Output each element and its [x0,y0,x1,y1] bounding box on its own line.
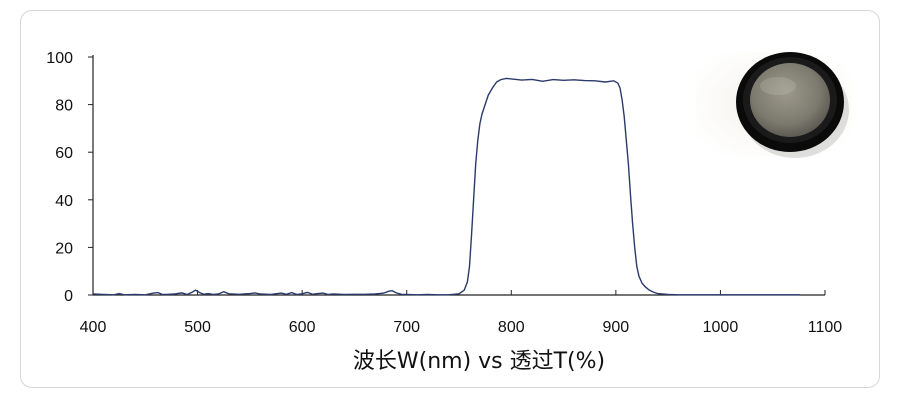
x-axis-label: 波长W(nm) vs 透过T(%) [353,349,605,374]
x-tick-label: 700 [393,319,420,336]
x-tick-label: 600 [289,319,316,336]
y-tick-label: 40 [55,193,73,210]
filter-lens-photo [696,52,852,158]
x-tick-label: 500 [184,319,211,336]
y-tick-label: 0 [64,288,73,305]
y-tick-label: 60 [55,145,73,162]
y-tick-label: 100 [46,50,73,67]
x-tick-label: 1100 [808,319,843,336]
x-tick-label: 900 [603,319,630,336]
y-tick-label: 20 [55,240,73,257]
y-tick-label: 80 [55,98,73,115]
chart-ticks: 0 20 40 60 80 100 400 500 600 700 800 900 1000 1100 [46,50,842,336]
series-line-transmission [92,77,800,296]
x-tick-label: 400 [80,319,107,336]
x-tick-label: 800 [498,319,525,336]
x-tick-label: 1000 [703,319,739,336]
